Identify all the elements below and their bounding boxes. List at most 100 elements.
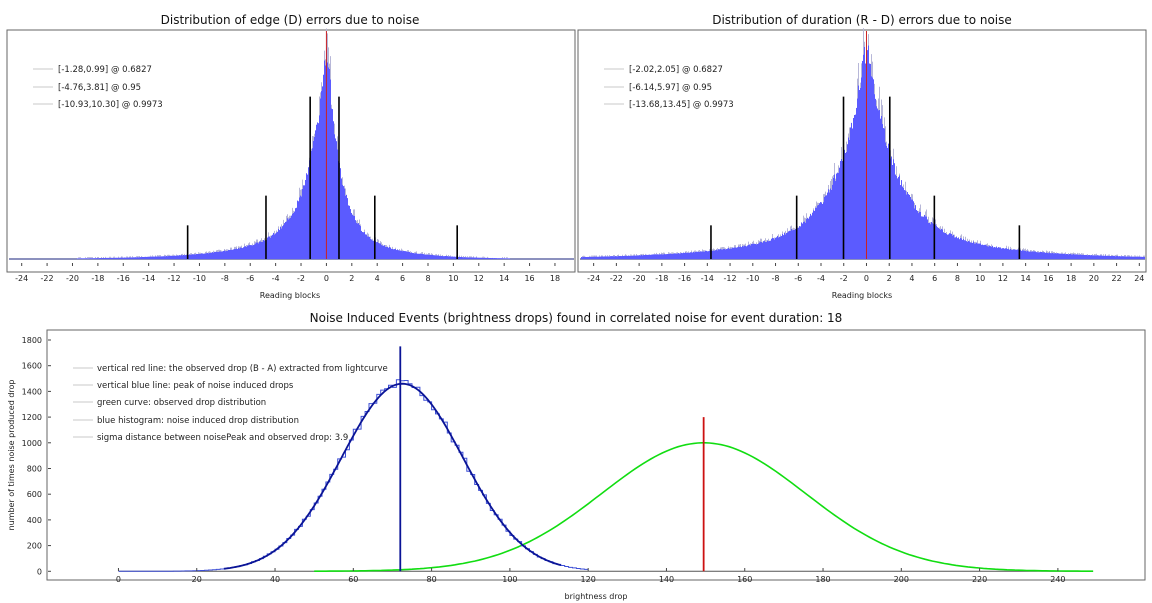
duration-hist-bar — [977, 243, 978, 259]
duration-hist-bar — [931, 221, 932, 259]
edge-hist-bar — [380, 243, 381, 259]
duration-hist-bar — [1081, 254, 1082, 259]
duration-tick-label: -6 — [794, 274, 802, 283]
duration-hist-bar — [1097, 255, 1098, 259]
edge-hist-bar — [360, 226, 361, 259]
duration-hist-bar — [969, 241, 970, 259]
edge-hist-bar — [79, 258, 80, 259]
duration-hist-bar — [1037, 252, 1038, 259]
edge-hist-bar — [447, 256, 448, 259]
edge-hist-bar — [99, 258, 100, 259]
duration-hist-bar — [601, 256, 602, 259]
duration-hist-bar — [635, 255, 636, 259]
duration-hist-bar — [684, 252, 685, 259]
duration-hist-bar — [966, 241, 967, 259]
duration-hist-bar — [648, 254, 649, 259]
duration-hist-bar — [951, 233, 952, 259]
duration-hist-bar — [1052, 252, 1053, 259]
edge-tick-label: -8 — [221, 274, 229, 283]
edge-tick-label: 0 — [324, 274, 329, 283]
edge-hist-bar — [242, 248, 243, 259]
duration-hist-bar — [593, 256, 594, 259]
duration-hist-bar — [856, 107, 857, 259]
duration-hist-bar — [1107, 255, 1108, 259]
duration-hist-bar — [964, 240, 965, 259]
edge-hist-bar — [221, 251, 222, 259]
duration-hist-bar — [829, 192, 830, 259]
edge-tick-label: 4 — [375, 274, 380, 283]
edge-hist-bar — [256, 242, 257, 259]
duration-hist-bar — [830, 188, 831, 259]
edge-hist-bar — [209, 252, 210, 259]
duration-hist-bar — [588, 256, 589, 259]
duration-hist-bar — [922, 216, 923, 259]
duration-hist-bar — [752, 243, 753, 259]
duration-hist-bar — [653, 254, 654, 259]
edge-hist-bar — [252, 245, 253, 259]
duration-hist-bar — [1116, 256, 1117, 259]
duration-hist-bar — [1061, 253, 1062, 259]
duration-hist-bar — [1091, 255, 1092, 259]
duration-hist-bar — [873, 79, 874, 259]
duration-hist-bar — [986, 245, 987, 259]
duration-hist-bar — [727, 248, 728, 259]
duration-hist-bar — [1032, 251, 1033, 259]
duration-hist-bar — [979, 243, 980, 259]
duration-hist-bar — [700, 251, 701, 259]
duration-hist-bar — [821, 202, 822, 259]
noise-legend-item: sigma distance between noisePeak and obs… — [97, 433, 348, 443]
edge-hist-bar — [432, 254, 433, 259]
edge-hist-bar — [411, 252, 412, 259]
duration-hist-bar — [968, 240, 969, 259]
duration-hist-bar — [716, 249, 717, 259]
edge-hist-bar — [119, 257, 120, 259]
edge-hist-bar — [327, 62, 328, 259]
edge-hist-bar — [185, 255, 186, 259]
edge-hist-bar — [131, 257, 132, 259]
duration-hist-bar — [701, 251, 702, 259]
duration-hist-bar — [894, 163, 895, 259]
edge-hist-bar — [150, 256, 151, 259]
edge-hist-bar — [151, 256, 152, 259]
edge-hist-bar — [261, 241, 262, 259]
edge-hist-bar — [181, 255, 182, 259]
noise-y-ticks: 0 200 400 600 800 1000 1200 1400 1600 1800 — [22, 336, 51, 576]
edge-hist-bar — [359, 224, 360, 259]
edge-hist-bar — [96, 258, 97, 259]
edge-hist-bar — [494, 258, 495, 259]
duration-hist-bar — [715, 250, 716, 259]
duration-hist-bar — [712, 250, 713, 259]
noise-chart-title: Noise Induced Events (brightness drops) … — [310, 311, 843, 325]
blue-noise-histogram — [118, 379, 589, 572]
duration-hist-bar — [592, 256, 593, 259]
duration-hist-bar — [981, 244, 982, 259]
edge-hist-bar — [321, 91, 322, 259]
edge-hist-bar — [416, 253, 417, 259]
edge-hist-bar — [368, 236, 369, 259]
edge-hist-bar — [452, 256, 453, 259]
duration-hist-bar — [627, 255, 628, 259]
edge-hist-bar — [207, 252, 208, 259]
duration-hist-bar — [763, 241, 764, 259]
edge-hist-bar — [332, 109, 333, 259]
duration-hist-bar — [995, 247, 996, 259]
edge-hist-bar — [238, 247, 239, 259]
edge-hist-bar — [463, 257, 464, 259]
edge-hist-bar — [468, 257, 469, 259]
duration-hist-bar — [753, 243, 754, 259]
duration-hist-bar — [629, 255, 630, 259]
duration-hist-bar — [864, 46, 865, 259]
duration-hist-bar — [914, 208, 915, 259]
duration-hist-bar — [702, 251, 703, 259]
edge-hist-bar — [101, 258, 102, 259]
duration-hist-bar — [1084, 254, 1085, 259]
duration-hist-bar — [825, 195, 826, 259]
edge-hist-bar — [495, 258, 496, 259]
duration-hist-bar — [697, 251, 698, 259]
duration-hist-bar — [991, 246, 992, 259]
edge-hist-bar — [403, 250, 404, 259]
duration-hist-bar — [725, 249, 726, 259]
duration-hist-bar — [717, 250, 718, 259]
edge-hist-bar — [410, 252, 411, 259]
duration-hist-bar — [1030, 251, 1031, 259]
